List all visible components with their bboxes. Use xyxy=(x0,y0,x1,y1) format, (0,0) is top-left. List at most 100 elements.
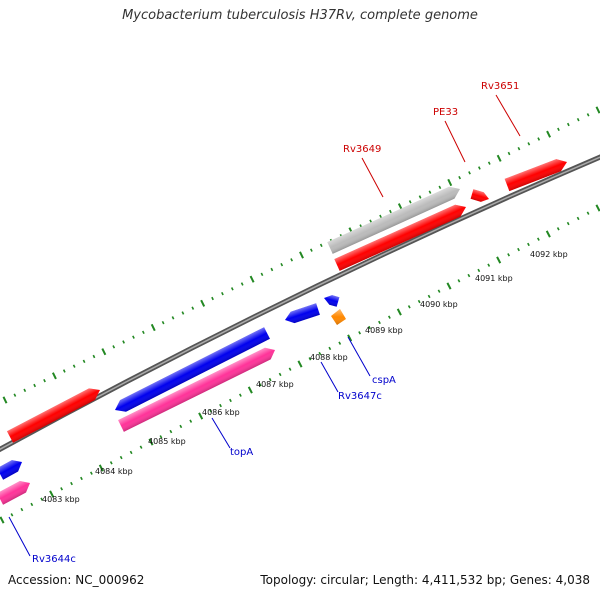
upper-tick-mark xyxy=(438,185,442,190)
lower-tick-mark xyxy=(517,247,520,252)
lower-tick-mark xyxy=(49,490,55,498)
gene-fwd-rv3649 xyxy=(334,204,466,271)
upper-tick-mark xyxy=(507,151,511,156)
lower-tick-mark xyxy=(328,346,332,351)
lower-tick-mark xyxy=(297,360,303,368)
lower-tick-mark xyxy=(198,412,204,420)
lower-tick-mark xyxy=(30,502,34,507)
upper-tick-mark xyxy=(13,393,17,397)
scale-tick-label: 4089 kbp xyxy=(365,326,403,335)
lower-tick-mark xyxy=(169,429,173,434)
lower-tick-mark xyxy=(308,357,312,361)
upper-tick-mark xyxy=(200,299,206,307)
lower-tick-mark xyxy=(189,419,193,423)
upper-tick-mark xyxy=(458,175,462,180)
gene-rev-topA xyxy=(115,327,270,412)
upper-tick-mark xyxy=(132,335,135,339)
genome-backbone xyxy=(0,154,600,453)
scale-tick-label: 4087 kbp xyxy=(256,380,294,389)
upper-tick-mark xyxy=(62,369,66,373)
lower-tick-mark xyxy=(586,211,590,215)
lower-tick-mark xyxy=(148,438,154,446)
label-rv3647c: Rv3647c xyxy=(338,391,382,402)
upper-tick-mark xyxy=(161,320,165,325)
label-topA: topA xyxy=(230,447,253,458)
upper-tick-mark xyxy=(122,340,125,344)
scale-tick-label: 4092 kbp xyxy=(530,250,568,259)
lower-tick-mark xyxy=(318,351,322,356)
lower-tick-mark xyxy=(338,341,342,345)
upper-tick-mark xyxy=(595,106,600,114)
scale-tick-label: 4083 kbp xyxy=(42,495,80,504)
accession-text: Accession: NC_000962 xyxy=(8,573,145,587)
upper-tick-mark xyxy=(230,287,234,291)
lower-tick-mark xyxy=(576,216,580,221)
lower-tick-mark xyxy=(378,320,381,325)
upper-tick-mark xyxy=(150,323,156,332)
upper-tick-mark xyxy=(537,137,541,141)
lower-tick-mark xyxy=(60,487,64,491)
gene-fwd-a xyxy=(6,388,101,443)
lower-tick-mark xyxy=(219,403,222,408)
scale-tick-label: 4085 kbp xyxy=(148,437,186,446)
upper-tick-mark xyxy=(101,348,107,356)
upper-tick-mark xyxy=(408,200,412,204)
lower-tick-mark xyxy=(109,461,113,465)
lower-tick-mark xyxy=(129,450,133,455)
lower-tick-mark xyxy=(89,471,93,475)
upper-tick-mark xyxy=(270,267,274,272)
upper-tick-mark xyxy=(557,127,560,132)
backbone-highlight xyxy=(0,156,600,451)
lower-tick-mark xyxy=(566,221,570,226)
upper-tick-mark xyxy=(389,209,392,214)
lower-tick-mark xyxy=(427,294,431,299)
upper-tick-mark xyxy=(319,243,323,248)
lower-tick-mark xyxy=(556,227,560,231)
lower-tick-mark xyxy=(527,242,530,247)
label-topA-leader xyxy=(211,417,231,449)
lower-tick-mark xyxy=(288,367,292,371)
upper-tick-mark xyxy=(2,396,8,404)
lower-tick-mark xyxy=(70,481,73,486)
gene-pink-topA xyxy=(118,347,275,432)
upper-tick-mark xyxy=(249,275,255,283)
upper-tick-mark xyxy=(546,130,552,138)
upper-tick-mark xyxy=(211,296,214,301)
scale-tick-label: 4086 kbp xyxy=(202,408,240,417)
upper-tick-mark xyxy=(221,291,224,296)
upper-tick-mark xyxy=(496,154,502,162)
upper-tick-mark xyxy=(33,383,37,388)
lower-tick-mark xyxy=(368,325,371,330)
lower-tick-mark xyxy=(347,334,353,342)
lower-tick-mark xyxy=(496,256,502,264)
upper-tick-mark xyxy=(447,178,453,187)
label-pe33-leader xyxy=(444,120,466,163)
upper-tick-mark xyxy=(260,272,264,277)
lower-tick-mark xyxy=(507,253,511,257)
gene-fwd-pe33 xyxy=(470,189,489,202)
lower-tick-mark xyxy=(387,315,391,319)
upper-tick-mark xyxy=(428,190,432,194)
gene-rev-small xyxy=(324,295,340,307)
upper-tick-mark xyxy=(310,248,313,252)
upper-tick-mark xyxy=(43,378,46,383)
upper-tick-mark xyxy=(586,113,590,117)
lower-tick-mark xyxy=(80,476,83,481)
upper-tick-mark xyxy=(82,359,86,364)
scale-tick-label: 4088 kbp xyxy=(310,353,348,362)
label-rv3649-leader xyxy=(361,157,384,198)
scale-tick-label: 4084 kbp xyxy=(95,467,133,476)
scale-tick-label: 4090 kbp xyxy=(420,300,458,309)
label-rv3644c: Rv3644c xyxy=(32,554,76,565)
lower-tick-mark xyxy=(536,237,540,241)
lower-tick-mark xyxy=(396,308,402,316)
label-rv3647c-leader xyxy=(320,361,339,393)
label-rv3644c-leader xyxy=(8,516,31,557)
upper-tick-mark xyxy=(240,282,244,286)
lower-tick-mark xyxy=(417,299,421,304)
upper-tick-mark xyxy=(576,117,580,122)
genome-summary-text: Topology: circular; Length: 4,411,532 bp… xyxy=(260,573,590,587)
upper-tick-mark xyxy=(280,262,284,267)
label-rv3651-leader xyxy=(495,94,521,137)
